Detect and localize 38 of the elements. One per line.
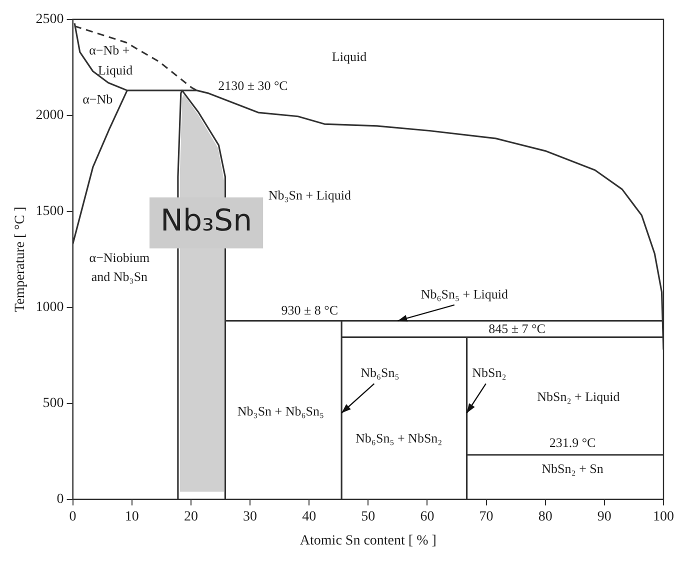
x-tick-label: 0 [69,509,76,524]
annotation: 845 ± 7 °C [488,320,546,336]
annotation: Nb₆Sn₅ [360,365,400,380]
y-tick-label: 2500 [36,12,64,28]
annotation: Nb₃Sn + Nb₆Sn₅ [237,403,324,418]
annotation: Nb₆Sn₅ + NbSn₂ [356,430,442,446]
x-tick-label: 20 [184,509,198,524]
annotation: 231.9 °C [549,435,596,450]
annotation: α−Nb [82,91,113,106]
annotation: Nb₃Sn + Liquid [268,187,352,202]
x-tick-label: 90 [597,509,612,524]
annotation: α−Nb + [89,42,130,58]
x-axis-title: Atomic Sn content [ % ] [300,533,436,548]
x-tick-label: 60 [420,509,434,524]
x-tick-label: 30 [243,509,258,524]
annotation: NbSn₂ + Liquid [537,389,620,404]
annotation: Liquid [98,62,134,78]
annotation: NbSn₂ [472,365,506,380]
annotation: α−Niobium [89,250,150,265]
y-tick-label: 0 [56,492,64,508]
x-tick-label: 100 [653,509,674,524]
annotation: Nb₆Sn₅ + Liquid [420,286,509,302]
annotation: and Nb₃Sn [91,269,148,284]
x-tick-label: 40 [302,509,316,524]
x-tick-label: 70 [479,509,494,524]
x-tick-label: 80 [538,509,552,524]
annotation: 2130 ± 30 °C [218,78,288,94]
annotation: NbSn₂ + Sn [542,461,604,476]
y-tick-label: 1000 [36,300,64,316]
y-tick-label: 500 [42,396,64,412]
y-axis-title: Temperature [ °C ] [13,206,28,312]
y-tick-label: 1500 [36,204,64,220]
x-tick-label: 50 [361,509,376,524]
annotation: Nb₃Sn [160,204,252,239]
annotation: 930 ± 8 °C [281,302,338,318]
annotation: Liquid [332,49,368,64]
y-tick-label: 2000 [36,108,64,124]
x-tick-label: 10 [124,509,139,524]
